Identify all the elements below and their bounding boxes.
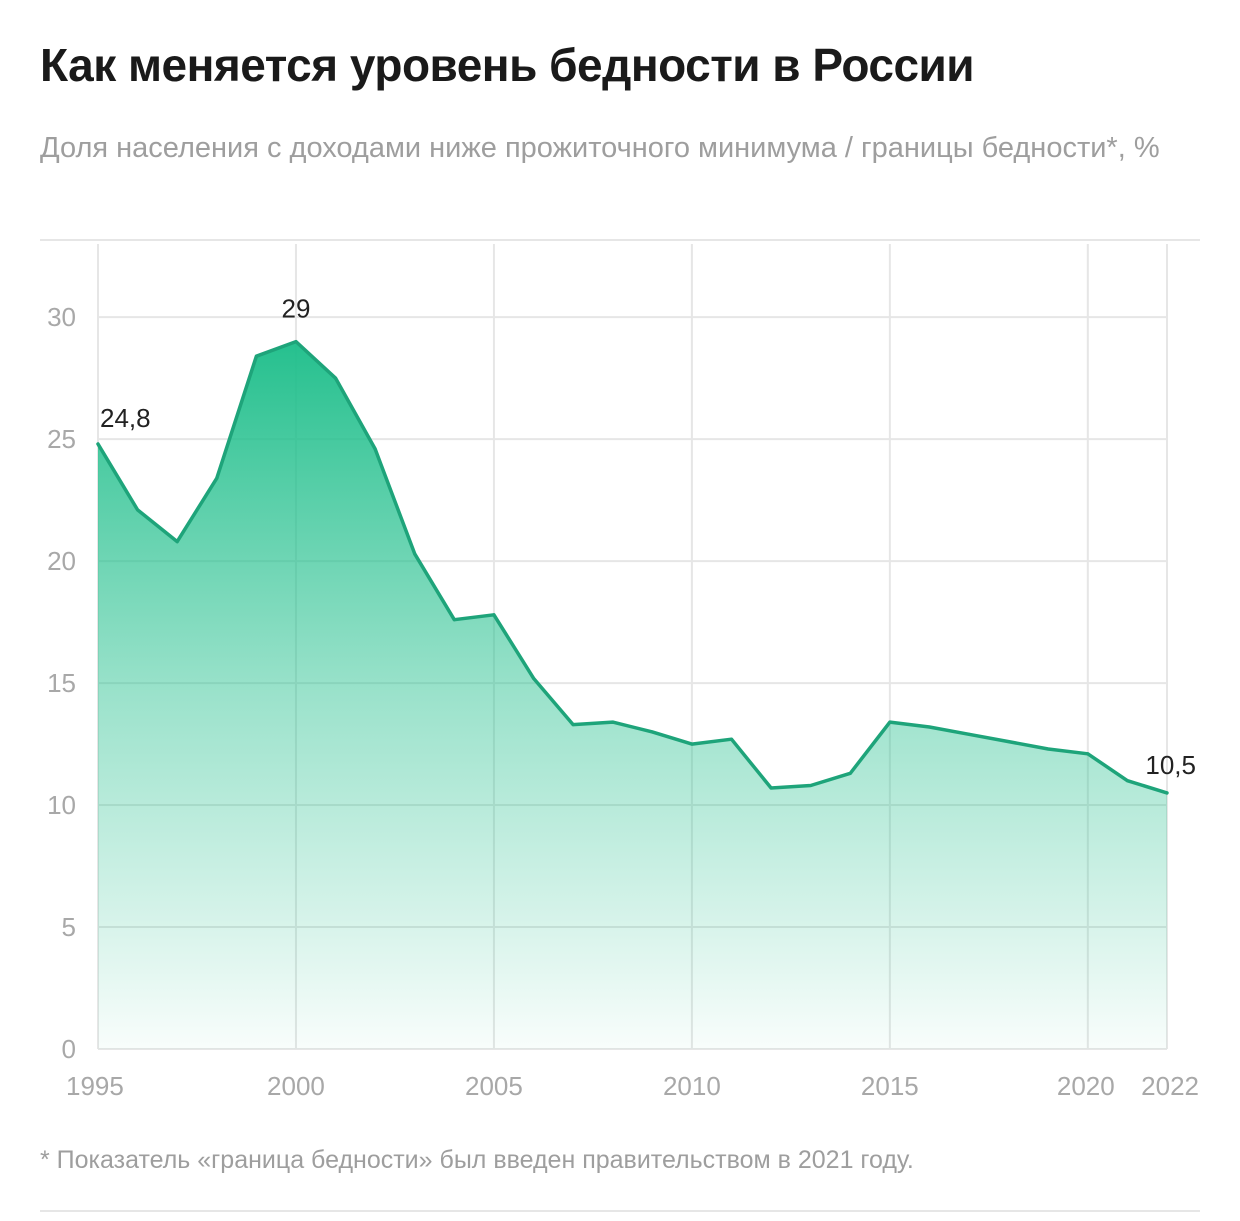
x-axis-ticks: 1995 2000 2005 2010 2015 2020 2022 [66,1071,1199,1101]
x-tick-label-1995: 1995 [66,1071,124,1101]
point-2020 [1086,752,1090,756]
point-2010 [690,742,694,746]
data-label-2000: 29 [282,294,311,324]
point-2012 [769,786,773,790]
data-labels: 24,8 29 10,5 [100,294,1196,780]
y-tick-label-5: 5 [62,912,76,942]
point-2011 [730,737,733,741]
point-2002 [373,447,377,451]
y-tick-label-25: 25 [47,424,76,454]
footnote: * Показатель «граница бедности» был введ… [40,1146,914,1174]
top-divider [40,239,1200,241]
point-2005 [492,613,496,617]
y-tick-label-20: 20 [47,546,76,576]
x-tick-label-2015: 2015 [861,1071,919,1101]
point-2001 [334,376,338,380]
point-2016 [927,725,931,729]
x-tick-label-2020: 2020 [1057,1071,1115,1101]
point-2009 [650,730,654,734]
x-tick-label-2022: 2022 [1141,1071,1199,1101]
point-1995 [96,442,100,446]
y-tick-label-30: 30 [47,302,76,332]
point-2007 [571,723,575,727]
point-2019 [1046,747,1050,751]
point-2003 [413,552,417,556]
area-fill [98,341,1167,1050]
x-tick-label-2005: 2005 [465,1071,523,1101]
y-tick-label-10: 10 [47,790,76,820]
point-2015 [888,720,892,724]
y-axis-ticks: 0 5 10 15 20 25 30 [47,302,76,1064]
point-1997 [175,540,179,544]
point-2014 [848,771,852,775]
point-2006 [532,676,535,680]
y-tick-label-0: 0 [62,1034,76,1064]
y-tick-label-15: 15 [47,668,76,698]
point-2013 [809,784,813,787]
x-tick-label-2000: 2000 [267,1071,325,1101]
x-tick-label-2010: 2010 [663,1071,721,1101]
point-1998 [215,476,219,480]
data-points [96,340,1169,795]
point-2022 [1165,791,1169,795]
point-2004 [452,618,456,622]
chart-title: Как меняется уровень бедности в России [40,39,975,91]
point-1996 [136,508,140,512]
point-2017 [967,732,971,736]
point-2018 [1007,740,1011,744]
bottom-divider [40,1210,1200,1212]
data-label-1995: 24,8 [100,403,151,433]
chart-subtitle: Доля населения с доходами ниже прожиточн… [40,132,1160,164]
point-2008 [611,720,615,724]
point-2000 [294,340,298,344]
series-line [96,339,1169,795]
data-label-2022: 10,5 [1145,750,1196,780]
point-2021 [1125,779,1129,783]
point-1999 [254,354,258,358]
